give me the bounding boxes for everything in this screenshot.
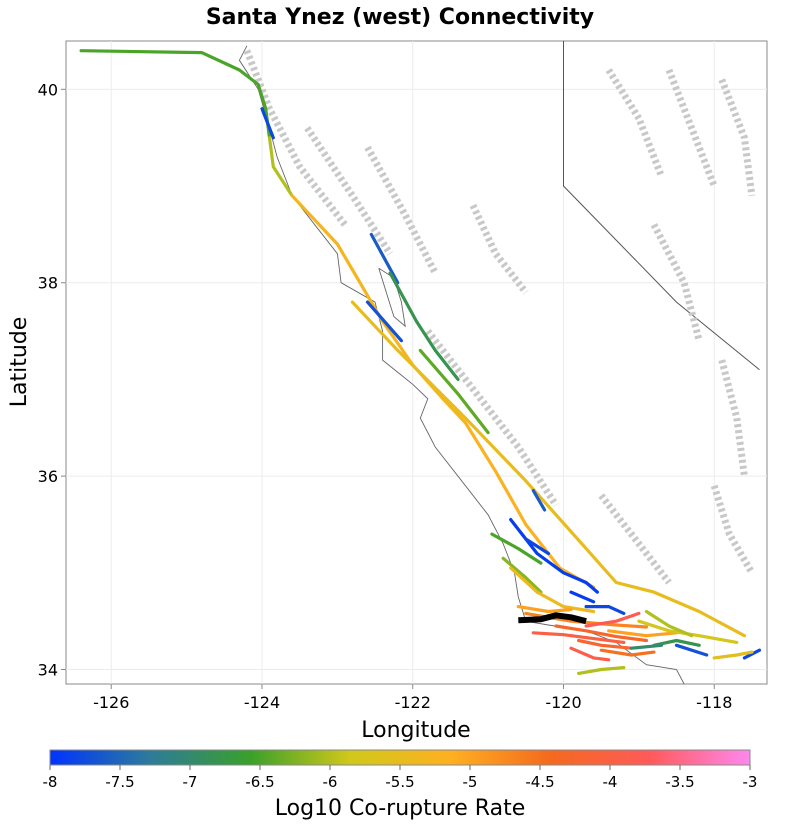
colorbar-tick-label: -6.5 [245,773,274,791]
fault-trace [531,489,547,512]
source-fault-trace [518,612,587,625]
background-fault [665,68,718,188]
colorbar-ticks: -8 -7.5 -7 -6.5 -6 -5.5 -5 -4.5 -4 -3.5 -3 [43,765,758,791]
colorbar-tick-label: -5.5 [385,773,414,791]
colorbar-tick-label: -3 [743,773,758,791]
fault-trace [584,611,641,628]
fault-trace [350,300,746,638]
x-tick-label: -126 [93,693,129,712]
fault-trace [569,590,596,604]
colorbar-label: Log10 Co-rupture Rate [275,796,526,821]
fault-trace [569,646,611,662]
fault-trace [712,650,754,660]
fault-trace [418,348,490,435]
fault-trace [607,629,679,638]
background-fault [425,328,559,508]
colorbar-tick-label: -4.5 [525,773,554,791]
background-fault [710,484,755,575]
basemap [238,41,760,684]
background-fault [718,359,748,477]
y-axis-ticks: 34 36 38 40 [38,80,66,679]
fault-trace [599,648,656,657]
fault-trace [388,271,460,381]
fault-traces [79,49,762,675]
y-tick-label: 40 [38,80,58,99]
x-tick-label: -122 [395,693,431,712]
fault-trace [531,631,626,644]
colorbar-tick-label: -4 [603,773,618,791]
fault-trace [369,232,400,285]
x-tick-label: -124 [244,693,280,712]
chart-title: Santa Ynez (west) Connectivity [206,5,594,30]
fault-trace [577,666,626,675]
colorbar-tick-label: -7 [183,773,198,791]
fault-trace [554,624,648,643]
background-fault [718,78,756,197]
fault-trace [524,537,550,556]
fault-trace [267,136,294,198]
fault-trace [490,532,543,565]
state-border [563,41,760,371]
fault-trace [516,605,573,614]
fault-trace [79,49,272,140]
fault-trace [742,648,762,660]
background-fault [364,145,439,275]
colorbar [49,749,751,766]
x-axis-label: Longitude [361,718,470,743]
fault-trace [584,605,626,615]
background-fault [469,203,529,295]
y-tick-label: 36 [38,467,58,486]
fault-trace [365,300,403,343]
colorbar-tick-label: -5 [463,773,478,791]
plot-area [65,40,768,685]
y-tick-label: 34 [38,660,58,679]
fault-trace [509,566,596,614]
background-fault [304,126,394,256]
fault-trace [674,643,709,657]
colorbar-tick-label: -3.5 [665,773,694,791]
background-fault [243,49,348,227]
fault-trace [652,638,701,647]
y-axis-label: Latitude [7,317,32,408]
fault-trace [501,556,543,594]
y-tick-label: 38 [38,274,58,293]
fault-trace [644,609,694,638]
colorbar-tick-label: -7.5 [105,773,134,791]
colorbar-tick-label: -8 [43,773,58,791]
fault-trace [629,643,664,650]
fault-trace [577,638,633,650]
x-tick-label: -118 [696,693,732,712]
x-tick-label: -120 [545,693,581,712]
background-fault [598,493,672,585]
x-axis-ticks: -126 -124 -122 -120 -118 [93,684,732,712]
colorbar-tick-label: -6 [323,773,338,791]
background-fault [605,68,665,178]
fault-trace [260,107,275,140]
